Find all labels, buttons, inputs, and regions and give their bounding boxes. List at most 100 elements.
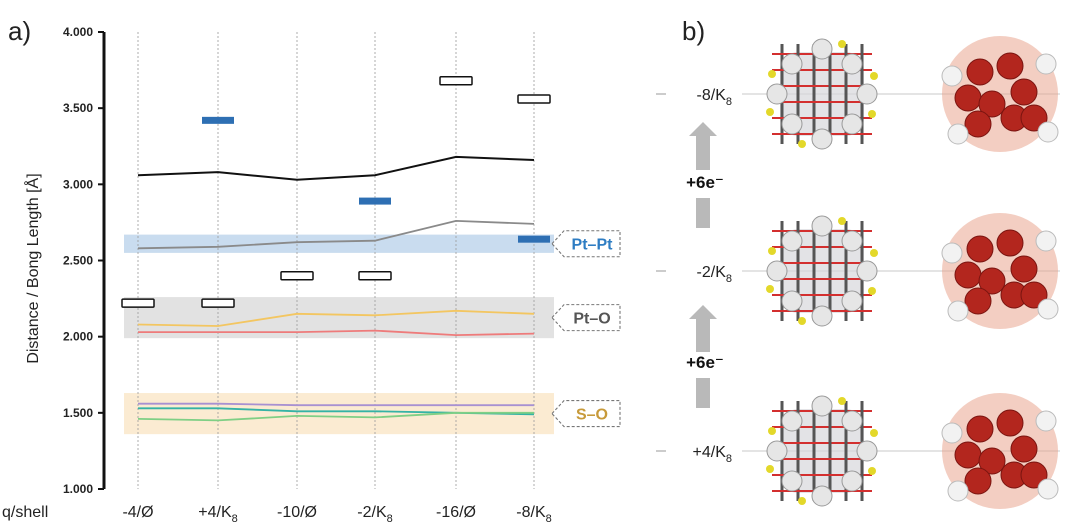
- state-label-0: -8/K8: [697, 87, 732, 108]
- sphere-atom-red-0-7: [1020, 104, 1048, 132]
- sphere-atom-white-1-2: [947, 300, 969, 322]
- y-tick-label-5: 3.500: [63, 101, 93, 115]
- band-tag-shape-2: [551, 400, 621, 428]
- cluster-atom-white-2-2: [781, 470, 803, 492]
- cluster-atom-white-1-6: [766, 260, 788, 282]
- cluster-atom-white-0-7: [856, 83, 878, 105]
- cluster-atom-yellow-0-4: [766, 108, 774, 116]
- cluster-atom-yellow-0-1: [868, 110, 876, 118]
- band-tag-label-0: Pt–Pt: [572, 237, 614, 254]
- sphere-atom-red-2-1: [996, 409, 1024, 437]
- cluster-atom-white-1-5: [811, 305, 833, 327]
- cluster-atom-yellow-2-4: [766, 465, 774, 473]
- state-label-0-main: -8/K: [697, 87, 727, 104]
- cluster-stick-2: [766, 395, 878, 507]
- sphere-atom-red-0-2: [954, 84, 982, 112]
- sphere-atom-white-0-3: [1037, 121, 1059, 143]
- marker-layer: [121, 75, 551, 308]
- cluster-atom-white-2-5: [811, 485, 833, 507]
- x-category-4: -16/Ø: [436, 504, 476, 521]
- sphere-atom-red-2-4: [978, 447, 1006, 475]
- state-label-0-sub: 8: [726, 96, 732, 108]
- arrow-stem-lower-1: [696, 378, 710, 408]
- cluster-atom-yellow-2-3: [838, 397, 846, 405]
- open-marker-0: [121, 298, 155, 308]
- series-line-3: [138, 329, 535, 337]
- cluster-atom-white-2-6: [766, 440, 788, 462]
- cluster-core-2: [780, 409, 864, 493]
- sphere-atom-white-1-3: [1037, 298, 1059, 320]
- cluster-atom-yellow-2-5: [870, 429, 878, 437]
- state-label-2-sub: 8: [726, 453, 732, 465]
- cluster-atom-yellow-1-0: [768, 247, 776, 255]
- cluster-atom-white-0-5: [811, 128, 833, 150]
- cluster-atom-white-1-2: [781, 290, 803, 312]
- series-line-4: [138, 402, 534, 407]
- x-category-5: -8/K8: [516, 504, 551, 523]
- sphere-atom-red-1-7: [1020, 281, 1048, 309]
- sphere-atom-red-0-0: [966, 58, 994, 86]
- state-label-2-main: +4/K: [693, 444, 727, 461]
- cluster-atom-white-2-3: [841, 470, 863, 492]
- sphere-atom-red-2-7: [1020, 461, 1048, 489]
- series-line-6: [137, 411, 534, 422]
- cluster-atom-white-2-1: [841, 410, 863, 432]
- sphere-atom-white-2-1: [1035, 410, 1057, 432]
- cluster-atom-yellow-1-4: [766, 285, 774, 293]
- y-axis-title: Distance / Bong Length [Å]: [23, 173, 42, 363]
- cluster-atom-white-0-3: [841, 113, 863, 135]
- sphere-atom-white-2-2: [947, 480, 969, 502]
- cluster-sphere-1: [941, 213, 1059, 329]
- cluster-stick-1: [766, 215, 878, 327]
- sphere-atom-white-0-0: [941, 65, 963, 87]
- cluster-atom-white-0-2: [781, 113, 803, 135]
- x-category-0: -4/Ø: [122, 504, 153, 521]
- sphere-atom-red-0-1: [996, 52, 1024, 80]
- y-tick-label-4: 3.000: [63, 177, 93, 191]
- cluster-atom-white-1-0: [781, 230, 803, 252]
- y-tick-layer: 1.000 1.500 2.000 2.500 3.000 3.500 4.000: [63, 25, 104, 496]
- band-tag-layer: Pt–Pt Pt–O S–O: [551, 230, 621, 428]
- x-category-1: +4/K8: [198, 504, 237, 523]
- x-category-2: -10/Ø: [277, 504, 317, 521]
- cluster-core-1: [780, 229, 864, 313]
- sphere-atom-red-1-3: [1010, 255, 1038, 283]
- x-axis-title: q/shell: [2, 504, 48, 521]
- sphere-atom-white-2-0: [941, 422, 963, 444]
- x-category-3-main: -2/K: [357, 504, 387, 521]
- cluster-atom-white-1-7: [856, 260, 878, 282]
- band-tag-shape-1: [551, 304, 621, 332]
- x-category-5-sub: 8: [546, 513, 552, 523]
- filled-marker-2: [518, 235, 550, 243]
- open-marker-3: [358, 270, 392, 281]
- arrow-stem-lower-0: [696, 198, 710, 228]
- sphere-atom-red-0-4: [978, 90, 1006, 118]
- cluster-sphere-2: [941, 393, 1059, 509]
- x-category-2-main: -10/Ø: [277, 504, 317, 521]
- cluster-atom-yellow-0-2: [798, 140, 806, 148]
- y-tick-label-6: 4.000: [63, 25, 93, 39]
- series-layer: [137, 155, 535, 422]
- cluster-atom-white-1-1: [841, 230, 863, 252]
- cluster-atom-yellow-1-3: [838, 217, 846, 225]
- cluster-atom-yellow-2-2: [798, 497, 806, 505]
- cluster-atom-yellow-0-3: [838, 40, 846, 48]
- cluster-atom-white-0-1: [841, 53, 863, 75]
- panel-a: a) 1.000 1.500 2.000 2.500 3.000 3.500 4.000 -…: [2, 16, 621, 523]
- panel-a-label: a): [8, 16, 31, 46]
- cluster-atom-yellow-0-5: [870, 72, 878, 80]
- panel-b-label: b): [682, 16, 705, 46]
- band-tag-label-2: S–O: [576, 407, 608, 424]
- open-marker-1: [201, 298, 235, 308]
- cluster-atom-white-0-0: [781, 53, 803, 75]
- sphere-atom-red-1-1: [996, 229, 1024, 257]
- cluster-atom-yellow-2-1: [868, 467, 876, 475]
- sphere-atom-red-2-6: [964, 467, 992, 495]
- sphere-atom-white-1-1: [1035, 230, 1057, 252]
- y-tick-label-2: 2.000: [63, 330, 93, 344]
- sphere-atom-red-2-3: [1010, 435, 1038, 463]
- cluster-atom-white-2-0: [781, 410, 803, 432]
- step-label-0: +6e⁻: [686, 173, 724, 192]
- cluster-atom-white-0-6: [766, 83, 788, 105]
